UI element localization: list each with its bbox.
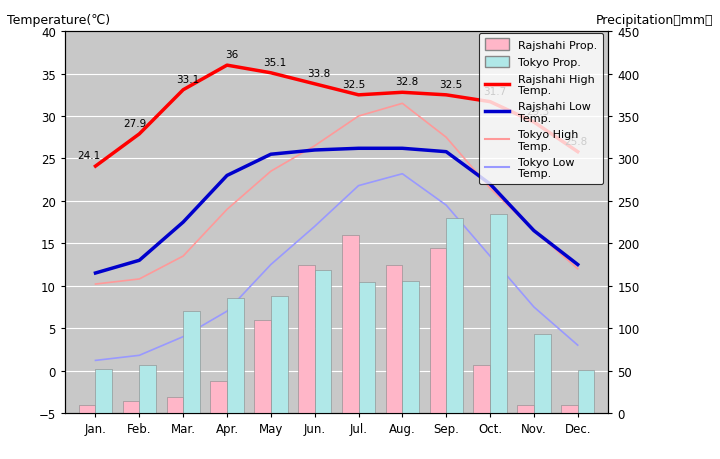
Bar <box>402 282 419 413</box>
Text: 35.1: 35.1 <box>264 58 287 67</box>
Text: 25.8: 25.8 <box>564 136 587 146</box>
Bar <box>166 397 183 413</box>
Bar <box>254 320 271 413</box>
Bar <box>271 296 287 413</box>
Bar <box>561 405 577 413</box>
Bar <box>78 405 96 413</box>
Text: 36: 36 <box>225 50 238 60</box>
Text: 33.1: 33.1 <box>176 75 199 84</box>
Text: 29.3: 29.3 <box>526 107 550 117</box>
Bar <box>298 265 315 413</box>
Bar <box>490 214 507 413</box>
Bar <box>227 299 243 413</box>
Bar <box>517 405 534 413</box>
Bar <box>210 381 227 413</box>
Text: 32.5: 32.5 <box>439 80 462 90</box>
Bar <box>473 366 490 413</box>
Bar <box>122 401 140 413</box>
Bar <box>96 369 112 413</box>
Bar <box>315 271 331 413</box>
Text: 32.8: 32.8 <box>395 77 418 87</box>
Bar <box>342 235 359 413</box>
Bar <box>140 366 156 413</box>
Text: 24.1: 24.1 <box>77 151 101 161</box>
Bar <box>577 370 595 413</box>
Text: Precipitation（mm）: Precipitation（mm） <box>595 14 713 27</box>
Text: 27.9: 27.9 <box>123 119 147 129</box>
Bar <box>183 312 200 413</box>
Legend: Rajshahi Prop., Tokyo Prop., Rajshahi High
Temp., Rajshahi Low
Temp., Tokyo High: Rajshahi Prop., Tokyo Prop., Rajshahi Hi… <box>479 34 603 185</box>
Text: 31.7: 31.7 <box>483 86 506 96</box>
Bar <box>446 218 463 413</box>
Bar <box>386 265 402 413</box>
Text: 32.5: 32.5 <box>343 80 366 90</box>
Bar <box>359 283 375 413</box>
Text: 33.8: 33.8 <box>307 69 330 78</box>
Text: Temperature(℃): Temperature(℃) <box>7 14 110 27</box>
Bar <box>430 248 446 413</box>
Bar <box>534 334 551 413</box>
